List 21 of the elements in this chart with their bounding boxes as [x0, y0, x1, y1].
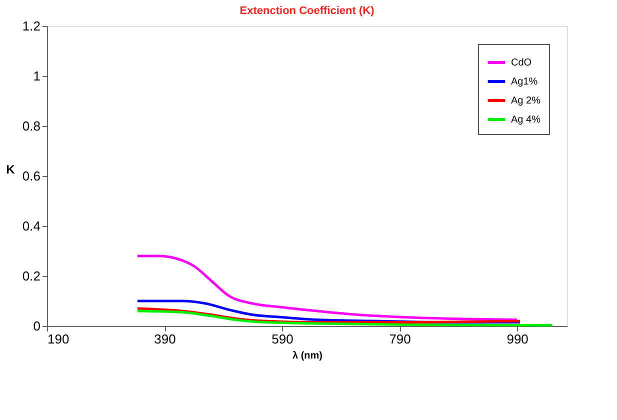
line-series	[136, 310, 554, 326]
y-axis-title: K	[6, 162, 16, 176]
y-tick-label: 0.4	[22, 218, 40, 234]
legend-label: Ag1%	[511, 76, 538, 88]
y-tick-label: 0	[33, 318, 40, 334]
legend-label: Ag 2%	[511, 96, 541, 106]
x-tick-label: 590	[272, 332, 294, 346]
x-tick-label: 390	[154, 332, 176, 346]
y-tick-label: 0.6	[22, 168, 40, 184]
chart-title: Extenction Coefficient (K)	[240, 5, 375, 17]
legend-label: CdO	[511, 58, 532, 68]
x-tick-label: 790	[389, 332, 411, 346]
y-tick-label: 0.2	[22, 268, 40, 284]
legend-label: Ag 4%	[511, 114, 541, 126]
line-series	[136, 254, 518, 321]
y-tick-label: 1	[33, 68, 40, 84]
x-tick-label: 190	[48, 332, 70, 346]
x-tick-label: 990	[506, 332, 528, 346]
x-axis-title: λ (nm)	[292, 350, 322, 362]
y-tick-label: 1.2	[22, 18, 40, 34]
y-tick-label: 0.8	[22, 118, 40, 134]
